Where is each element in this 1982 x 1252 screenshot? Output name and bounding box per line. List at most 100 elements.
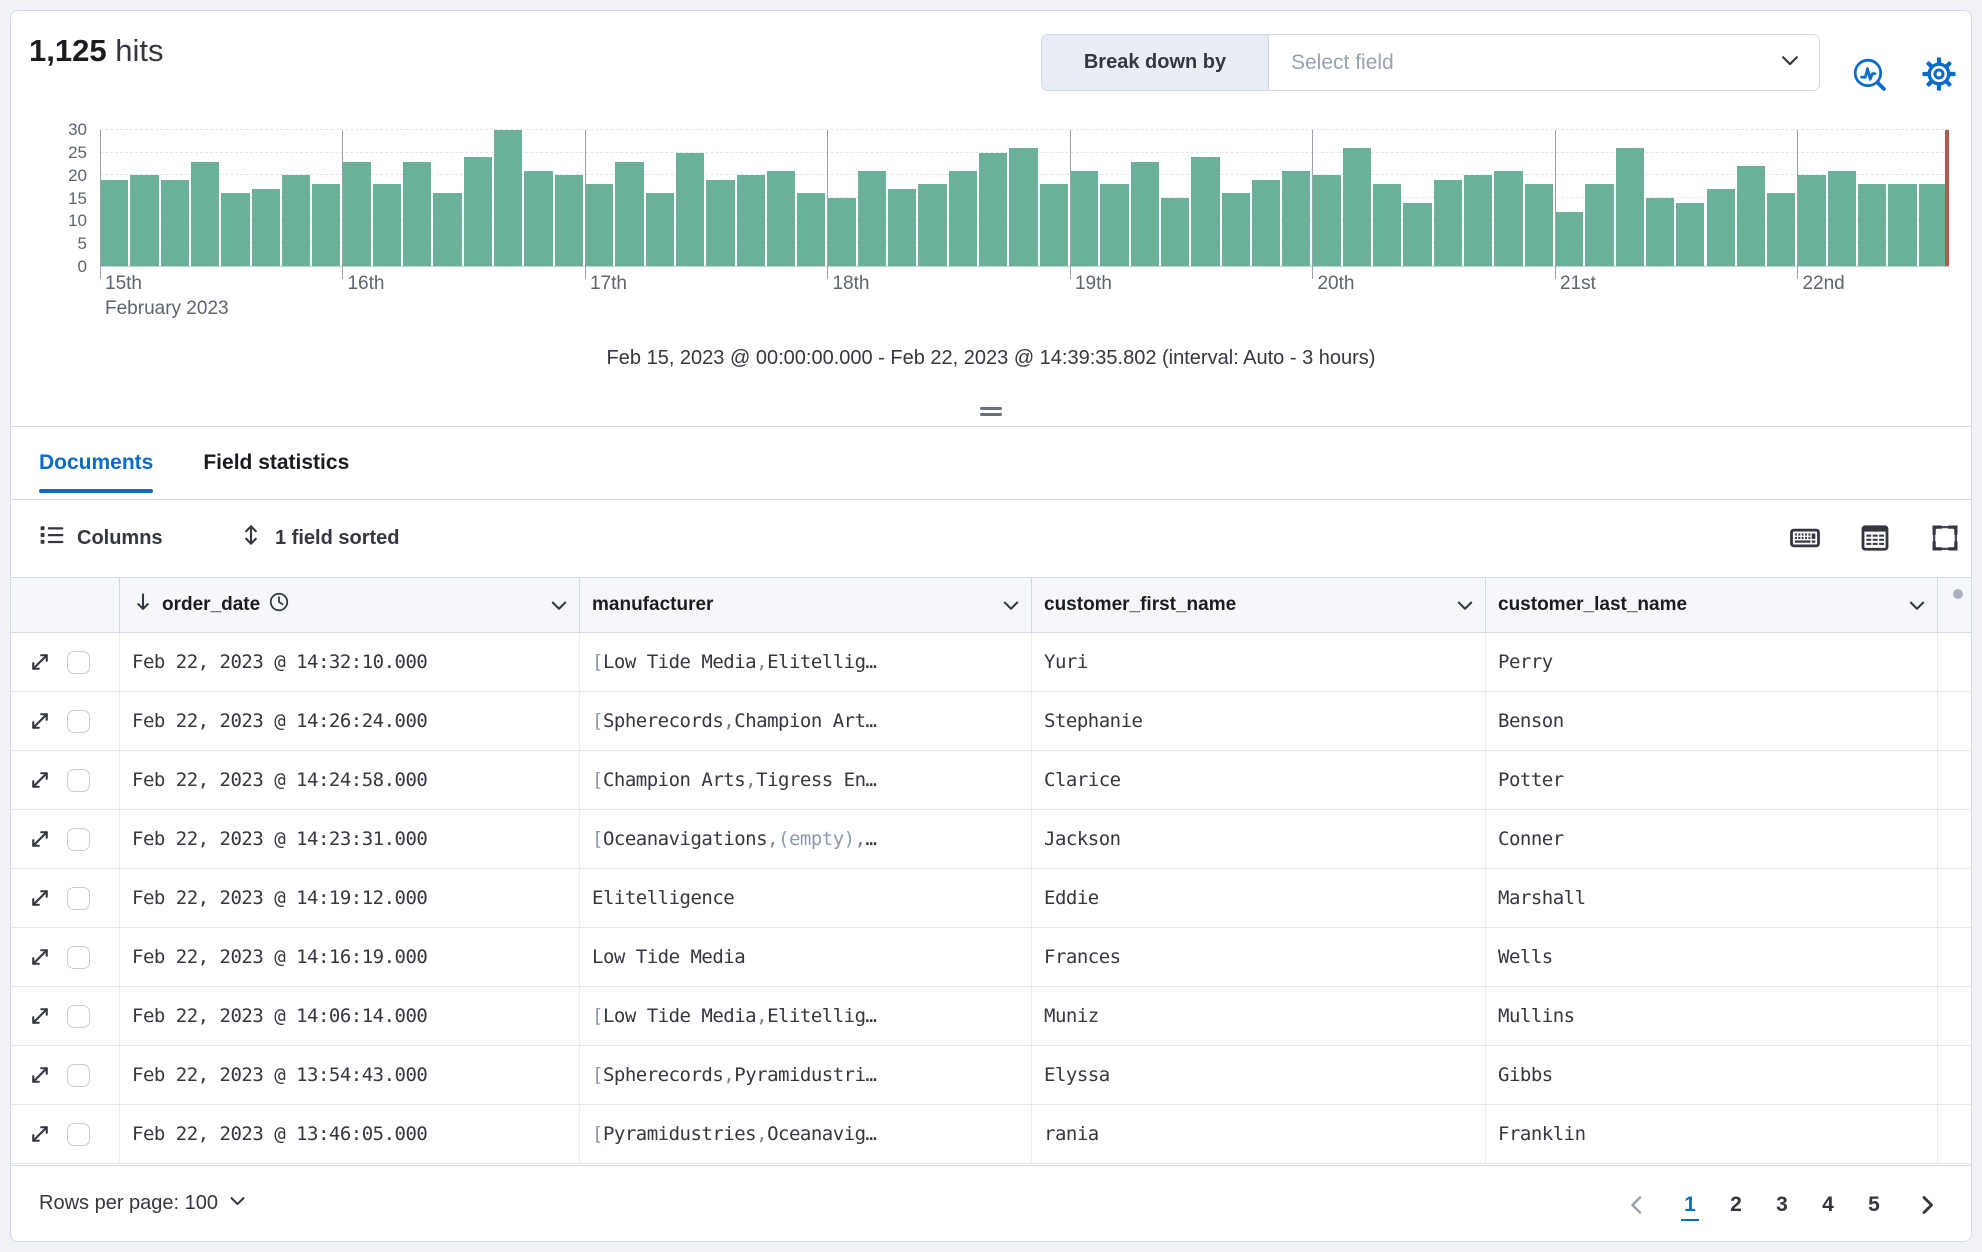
histogram-bar[interactable]: [766, 170, 796, 266]
histogram-bar[interactable]: [1888, 184, 1917, 266]
expand-icon[interactable]: [27, 826, 53, 852]
histogram-bar[interactable]: [463, 157, 493, 266]
histogram-bar[interactable]: [1403, 202, 1432, 266]
keyboard-icon[interactable]: [1783, 518, 1827, 558]
histogram-bar[interactable]: [251, 188, 280, 266]
histogram-bar[interactable]: [1130, 161, 1159, 266]
histogram-bar[interactable]: [706, 179, 735, 266]
row-checkbox[interactable]: [67, 945, 90, 969]
histogram-bar[interactable]: [1433, 179, 1462, 266]
chevron-left-icon[interactable]: [1615, 1183, 1659, 1227]
histogram-bar[interactable]: [615, 161, 644, 266]
histogram-bar[interactable]: [1100, 184, 1129, 266]
histogram-bar[interactable]: [1191, 157, 1220, 266]
expand-icon[interactable]: [27, 649, 53, 675]
page-button-5[interactable]: 5: [1851, 1183, 1897, 1227]
histogram-bar[interactable]: [130, 175, 159, 266]
rows-per-page-button[interactable]: Rows per page: 100: [39, 1183, 247, 1223]
histogram-bar[interactable]: [342, 161, 371, 266]
expand-icon[interactable]: [27, 944, 53, 970]
histogram-bar[interactable]: [372, 184, 402, 266]
histogram-bar[interactable]: [100, 179, 129, 266]
row-checkbox[interactable]: [67, 1122, 90, 1146]
histogram-bar[interactable]: [1251, 179, 1281, 266]
histogram-bar[interactable]: [1464, 175, 1493, 266]
histogram-bar[interactable]: [1827, 170, 1857, 266]
columns-button[interactable]: Columns: [39, 518, 163, 558]
histogram-bar[interactable]: [1342, 148, 1372, 266]
histogram-bar[interactable]: [888, 188, 917, 266]
expand-icon[interactable]: [27, 885, 53, 911]
histogram-bar[interactable]: [1736, 166, 1766, 266]
header-customer-last-name[interactable]: customer_last_name: [1486, 578, 1938, 632]
histogram-bar[interactable]: [524, 170, 553, 266]
histogram-bar[interactable]: [312, 184, 341, 266]
breakdown-select[interactable]: Select field: [1269, 35, 1819, 90]
histogram-bar[interactable]: [1797, 175, 1826, 266]
expand-icon[interactable]: [27, 708, 53, 734]
header-manufacturer[interactable]: manufacturer: [580, 578, 1032, 632]
histogram-bar[interactable]: [221, 193, 250, 266]
histogram-bar[interactable]: [1160, 198, 1190, 266]
histogram-bar[interactable]: [1039, 184, 1068, 266]
histogram-bar[interactable]: [918, 184, 947, 266]
row-checkbox[interactable]: [67, 709, 90, 733]
inspect-icon[interactable]: [1849, 54, 1889, 94]
histogram-bar[interactable]: [1645, 198, 1675, 266]
histogram-bar[interactable]: [160, 179, 189, 266]
histogram-bar[interactable]: [1069, 170, 1099, 266]
histogram-bar[interactable]: [1858, 184, 1887, 266]
chevron-down-icon[interactable]: [1001, 595, 1021, 615]
histogram-bar[interactable]: [948, 170, 978, 266]
row-checkbox[interactable]: [67, 1004, 90, 1028]
histogram-bar[interactable]: [584, 184, 614, 266]
histogram-bar[interactable]: [281, 175, 311, 266]
histogram-bar[interactable]: [403, 161, 432, 266]
scrollbar-thumb[interactable]: [1953, 589, 1963, 599]
header-order-date[interactable]: order_date: [120, 578, 580, 632]
chevron-down-icon[interactable]: [1907, 595, 1927, 615]
page-button-3[interactable]: 3: [1759, 1183, 1805, 1227]
histogram-bar[interactable]: [1524, 184, 1553, 266]
chevron-right-icon[interactable]: [1905, 1183, 1949, 1227]
header-customer-first-name[interactable]: customer_first_name: [1032, 578, 1486, 632]
histogram-bar[interactable]: [494, 130, 523, 266]
row-checkbox[interactable]: [67, 768, 90, 792]
histogram-bar[interactable]: [1494, 170, 1523, 266]
chevron-down-icon[interactable]: [549, 595, 569, 615]
histogram-bar[interactable]: [1009, 148, 1038, 266]
histogram-bar[interactable]: [645, 193, 674, 266]
expand-icon[interactable]: [27, 1003, 53, 1029]
row-checkbox[interactable]: [67, 886, 90, 910]
histogram-bar[interactable]: [1554, 211, 1584, 266]
expand-icon[interactable]: [27, 1121, 53, 1147]
chart-resize-handle[interactable]: [980, 407, 1002, 417]
page-button-1[interactable]: 1: [1667, 1183, 1713, 1227]
row-checkbox[interactable]: [67, 650, 90, 674]
histogram-bar[interactable]: [857, 170, 887, 266]
page-button-4[interactable]: 4: [1805, 1183, 1851, 1227]
histogram-bar[interactable]: [1312, 175, 1341, 266]
fullscreen-icon[interactable]: [1923, 518, 1967, 558]
expand-icon[interactable]: [27, 1062, 53, 1088]
expand-icon[interactable]: [27, 767, 53, 793]
histogram-bar[interactable]: [1918, 184, 1947, 266]
histogram-bar[interactable]: [1676, 202, 1705, 266]
histogram-bar[interactable]: [675, 152, 705, 266]
gear-icon[interactable]: [1919, 54, 1959, 94]
sorted-fields-button[interactable]: 1 field sorted: [239, 518, 399, 558]
page-button-2[interactable]: 2: [1713, 1183, 1759, 1227]
row-checkbox[interactable]: [67, 1063, 90, 1087]
histogram-bar[interactable]: [190, 161, 220, 266]
histogram-bar[interactable]: [827, 198, 856, 266]
histogram-bar[interactable]: [979, 152, 1008, 266]
histogram-bar[interactable]: [1282, 170, 1311, 266]
histogram-bar[interactable]: [1221, 193, 1250, 266]
histogram-bar[interactable]: [1615, 148, 1644, 266]
histogram-bar[interactable]: [1767, 193, 1796, 266]
display-options-icon[interactable]: [1853, 518, 1897, 558]
histogram-bar[interactable]: [1706, 188, 1735, 266]
histogram-bar[interactable]: [1373, 184, 1402, 266]
histogram-bar[interactable]: [1585, 184, 1614, 266]
histogram-bar[interactable]: [797, 193, 826, 266]
